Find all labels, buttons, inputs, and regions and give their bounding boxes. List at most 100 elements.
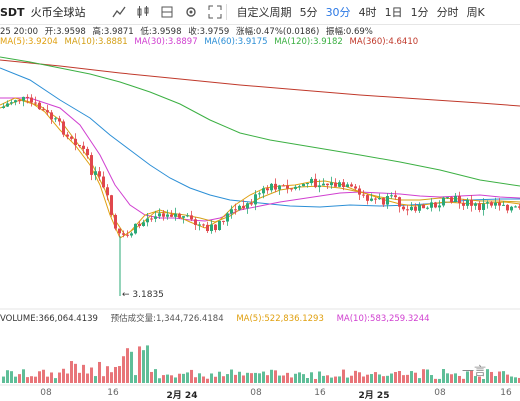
candle-body [82,145,85,149]
volume-bar [482,378,485,383]
toolbar-separator [225,4,227,20]
candle-body [54,118,57,120]
volume-bar [358,372,361,383]
period-1d[interactable]: 1日 [384,6,403,19]
volume-value: VOLUME:366,064.4139 [0,314,98,324]
volume-bar [210,373,213,383]
candle-body [338,182,341,187]
volume-bar [322,375,325,383]
candle-body [266,188,269,191]
volume-bar [182,373,185,383]
volume-bar [134,375,137,383]
candle-body [210,224,213,232]
period-timeline[interactable]: 分时 [436,6,459,19]
candle-body [50,112,53,120]
volume-bar [458,375,461,383]
volume-bar [166,374,169,383]
volume-bar [310,372,313,383]
period-4h[interactable]: 4时 [358,6,377,19]
volume-bar [318,371,321,383]
settings-icon[interactable] [184,5,198,19]
volume-bar [138,346,141,383]
candle-body [326,183,329,186]
exchange-name[interactable]: 火币全球站 [30,6,86,19]
candle-body [130,233,133,236]
volume-bar [422,369,425,383]
volume-bar [22,369,25,383]
period-week[interactable]: 周K [466,6,485,19]
ma30-label: MA(30):3.8897 [134,37,198,47]
volume-bar [26,377,29,383]
candle-body [350,184,353,187]
volume-bar [270,369,273,383]
volume-bar [418,378,421,383]
volume-bar [442,369,445,383]
candle-body [186,215,189,217]
ma10-line [0,99,520,236]
volume-bar [290,377,293,383]
drawing-tool-icon[interactable] [160,5,174,19]
volume-bar [130,351,133,383]
xaxis-tick: 16 [500,388,512,398]
volume-bar [342,369,345,383]
candle-body [34,102,37,104]
volume-bar [446,373,449,383]
volume-info: VOLUME:366,064.4139 预估成交量:1,344,726.4184… [0,312,520,324]
volume-bar [14,376,17,383]
candle-body [242,205,245,209]
ma-legend: MA(5):3.9204 MA(10):3.8881 MA(30):3.8897… [0,37,520,49]
volume-bar [146,345,149,383]
volume-bar [18,374,21,383]
candle-body [450,197,453,203]
candle-body [150,218,153,220]
candle-body [342,182,345,187]
candle-body [506,204,509,211]
candle-body [42,109,45,111]
candle-body [262,188,265,194]
candle-body [246,203,249,209]
candle-time: 25 20:00 [0,27,39,37]
candle-body [118,228,121,234]
period-1min[interactable]: 1分 [410,6,429,19]
fullscreen-icon[interactable] [208,5,222,19]
volume-bar [50,372,53,383]
volume-bar [366,374,369,383]
volume-bar [430,375,433,383]
candle-body [354,186,357,189]
volume-bar [238,371,241,383]
ma360-label: MA(360):4.6410 [349,37,419,47]
period-custom[interactable]: 自定义周期 [236,6,292,19]
candlestick-icon[interactable] [136,5,150,19]
candle-body [94,171,97,175]
candle-body [290,188,293,190]
candle-body [202,224,205,226]
open-label: 开: [44,27,57,37]
candle-body [390,195,393,197]
volume-bar [390,373,393,383]
volume-bar [506,374,509,383]
indicator-icon[interactable] [112,5,126,19]
candle-body [214,224,217,231]
volume-bar [438,378,441,383]
period-5min[interactable]: 5分 [299,6,318,19]
candle-body [22,96,25,101]
ma5-line [0,97,520,239]
toolbar: SDT 火币全球站 自定义周期 5分 30分 4时 1日 1分 分时 周K [0,0,520,25]
trading-pair[interactable]: SDT [0,5,25,19]
candle-body [206,224,209,232]
candle-body [422,204,425,209]
volume-bar [394,371,397,383]
candle-body [26,96,29,98]
period-30min[interactable]: 30分 [325,6,351,19]
volume-bar [362,376,365,383]
candle-body [298,186,301,188]
candle-body [238,205,241,210]
volume-bar [74,363,77,383]
candle-body [70,136,73,139]
volume-bar [202,376,205,383]
xaxis-tick: 2月 25 [358,391,390,401]
volume-bar [386,375,389,383]
amplitude-value: 0.69% [345,27,373,37]
xaxis-tick: 08 [434,388,446,398]
